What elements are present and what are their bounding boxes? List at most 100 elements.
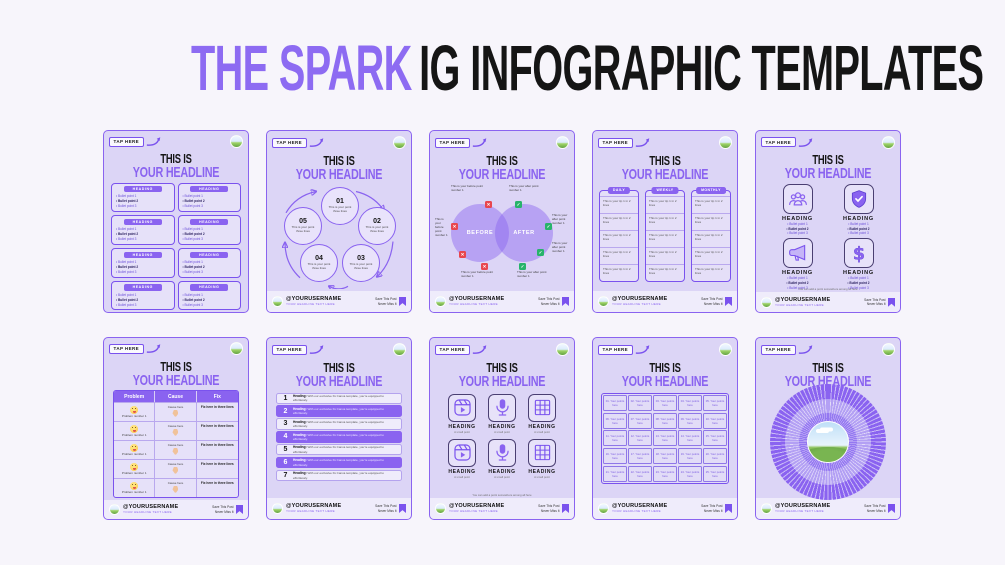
username-label[interactable]: @YOURUSERNAME: [449, 503, 505, 510]
point-cell[interactable]: 15. Your points here: [703, 430, 727, 447]
tap-here-label[interactable]: TAP HERE: [435, 137, 470, 148]
table-row[interactable]: Problem number 1 Cause here Fix here in …: [114, 421, 238, 441]
list-item[interactable]: 5 Heading: With our exclusive IG Canva t…: [276, 444, 402, 456]
icon-feature[interactable]: HEADING • Bullet point 1 • Bullet point 2…: [833, 183, 884, 236]
username-label[interactable]: @YOURUSERNAME: [449, 296, 505, 303]
template-card-radial[interactable]: TAP HERE THIS IS YOUR HEADLINE @YOURUSER…: [755, 337, 901, 520]
username-label[interactable]: @YOURUSERNAME: [612, 296, 668, 303]
username-label[interactable]: @YOURUSERNAME: [612, 503, 668, 510]
icon-feature[interactable]: HEADING A small point: [485, 438, 519, 479]
icon-feature[interactable]: HEADING A small point: [445, 393, 479, 434]
point-cell[interactable]: 20. Your points here: [703, 447, 727, 464]
table-row[interactable]: Problem number 1 Cause here Fix here in …: [114, 402, 238, 422]
heading-box[interactable]: HEADING • Bullet point 1 • Bullet point 2…: [111, 280, 175, 311]
bookmark-icon[interactable]: [888, 504, 895, 513]
cycle-step[interactable]: 04 This is your point three lines: [300, 243, 338, 282]
username-label[interactable]: @YOURUSERNAME: [775, 503, 831, 510]
bookmark-icon[interactable]: [399, 297, 406, 306]
table-row[interactable]: Problem number 1 Cause here Fix here in …: [114, 478, 238, 498]
template-card-headings-grid[interactable]: TAP HERE THIS IS YOUR HEADLINE HEADING •…: [103, 130, 249, 313]
template-card-tips-columns[interactable]: TAP HERE THIS IS YOUR HEADLINE DAILY This…: [592, 130, 738, 313]
point-cell[interactable]: 23. Your points here: [653, 465, 677, 482]
tap-here-label[interactable]: TAP HERE: [435, 344, 470, 355]
tap-here-label[interactable]: TAP HERE: [761, 137, 796, 147]
icon-feature[interactable]: HEADING A small point: [445, 438, 479, 479]
username-label[interactable]: @YOURUSERNAME: [123, 504, 179, 511]
tap-here-label[interactable]: TAP HERE: [598, 137, 633, 148]
template-card-cycle[interactable]: TAP HERE THIS IS YOUR HEADLINE 01 This i…: [266, 130, 412, 313]
list-item[interactable]: 6 Heading: With our exclusive IG Canva t…: [276, 457, 402, 469]
point-cell[interactable]: 18. Your points here: [653, 447, 677, 464]
point-cell[interactable]: 04. Your points here: [678, 394, 702, 411]
heading-box[interactable]: HEADING • Bullet point 1 • Bullet point 2…: [177, 182, 241, 213]
tap-here-label[interactable]: TAP HERE: [109, 136, 144, 147]
point-cell[interactable]: 10. Your points here: [703, 412, 727, 429]
tap-here-label[interactable]: TAP HERE: [272, 137, 307, 148]
tap-here-label[interactable]: TAP HERE: [761, 344, 796, 355]
point-cell[interactable]: 03. Your points here: [653, 394, 677, 411]
point-cell[interactable]: 19. Your points here: [678, 447, 702, 464]
point-cell[interactable]: 14. Your points here: [678, 430, 702, 447]
radial-sunburst[interactable]: [770, 383, 886, 500]
tips-column[interactable]: WEEKLY This is your tip 1 in 2 lines This …: [645, 186, 685, 282]
heading-box[interactable]: HEADING • Bullet point 1 • Bullet point 2…: [111, 248, 175, 278]
cycle-step[interactable]: 02 This is your point three lines: [358, 206, 396, 245]
heading-box[interactable]: HEADING • Bullet point 1 • Bullet point 2…: [177, 280, 241, 311]
bookmark-icon[interactable]: [562, 297, 569, 306]
point-cell[interactable]: 13. Your points here: [653, 430, 677, 447]
icon-feature[interactable]: HEADING A small point: [485, 393, 519, 434]
icon-feature[interactable]: HEADING • Bullet point 1 • Bullet point 2…: [772, 237, 823, 290]
bookmark-icon[interactable]: [236, 505, 243, 515]
heading-box[interactable]: HEADING • Bullet point 1 • Bullet point 2…: [111, 215, 175, 246]
cycle-step[interactable]: 05 This is your point three lines: [284, 206, 322, 245]
list-item[interactable]: 2 Heading: With our exclusive IG Canva t…: [276, 405, 402, 417]
table-row[interactable]: Problem number 1 Cause here Fix here in …: [114, 440, 238, 460]
point-cell[interactable]: 09. Your points here: [678, 412, 702, 429]
cycle-step[interactable]: 01 This is your point three lines: [321, 186, 359, 225]
list-item[interactable]: 1 Heading: With our exclusive IG Canva t…: [276, 392, 402, 404]
heading-box[interactable]: HEADING • Bullet point 1 • Bullet point 2…: [177, 215, 241, 246]
point-cell[interactable]: 02. Your points here: [628, 394, 652, 411]
username-label[interactable]: @YOURUSERNAME: [286, 296, 342, 303]
icon-feature[interactable]: HEADING • Bullet point 1 • Bullet point 2…: [772, 183, 823, 236]
template-card-venn[interactable]: TAP HERE THIS IS YOUR HEADLINE BEFORE AF…: [429, 130, 575, 313]
template-card-numbered-list[interactable]: TAP HERE THIS IS YOUR HEADLINE 1 Heading…: [266, 337, 412, 520]
point-cell[interactable]: 07. Your points here: [628, 412, 652, 429]
bookmark-icon[interactable]: [399, 504, 406, 513]
bookmark-icon[interactable]: [888, 297, 895, 307]
tips-column[interactable]: MONTHLY This is your tip 1 in 2 lines This…: [691, 186, 731, 282]
bookmark-icon[interactable]: [725, 297, 732, 306]
template-card-icon-quad[interactable]: TAP HERE THIS IS YOUR HEADLINE HEADING •…: [755, 130, 901, 313]
bookmark-icon[interactable]: [725, 504, 732, 513]
list-item[interactable]: 4 Heading: With our exclusive IG Canva t…: [276, 431, 402, 443]
tap-here-label[interactable]: TAP HERE: [109, 343, 144, 354]
point-cell[interactable]: 24. Your points here: [678, 465, 702, 482]
template-card-icon-six[interactable]: TAP HERE THIS IS YOUR HEADLINE HEADING A…: [429, 337, 575, 520]
point-cell[interactable]: 16. Your points here: [603, 447, 627, 464]
tips-column[interactable]: DAILY This is your tip 1 in 2 lines This i…: [599, 186, 639, 282]
icon-feature[interactable]: $ HEADING • Bullet point 1 • Bullet point…: [833, 237, 884, 290]
point-cell[interactable]: 11. Your points here: [603, 430, 627, 447]
point-cell[interactable]: 17. Your points here: [628, 447, 652, 464]
point-cell[interactable]: 22. Your points here: [628, 465, 652, 482]
username-label[interactable]: @YOURUSERNAME: [775, 296, 831, 303]
point-cell[interactable]: 12. Your points here: [628, 430, 652, 447]
point-cell[interactable]: 21. Your points here: [603, 465, 627, 482]
table-row[interactable]: Problem number 1 Cause here Fix here in …: [114, 459, 238, 479]
heading-box[interactable]: HEADING • Bullet point 1 • Bullet point 2…: [177, 248, 241, 278]
point-cell[interactable]: 25. Your points here: [703, 465, 727, 482]
tap-here-label[interactable]: TAP HERE: [272, 344, 307, 355]
point-cell[interactable]: 05. Your points here: [703, 394, 727, 411]
point-cell[interactable]: 08. Your points here: [653, 412, 677, 429]
template-card-points-grid[interactable]: TAP HERE THIS IS YOUR HEADLINE 01. Your …: [592, 337, 738, 520]
icon-feature[interactable]: HEADING A small point: [525, 393, 559, 434]
heading-box[interactable]: HEADING • Bullet point 1 • Bullet point 2…: [111, 182, 175, 213]
icon-feature[interactable]: HEADING A small point: [525, 438, 559, 479]
list-item[interactable]: 7 Heading: With our exclusive IG Canva t…: [276, 469, 402, 482]
tap-here-label[interactable]: TAP HERE: [598, 344, 633, 355]
point-cell[interactable]: 06. Your points here: [603, 412, 627, 429]
username-label[interactable]: @YOURUSERNAME: [286, 503, 342, 510]
template-card-problem-cause-fix[interactable]: TAP HERE THIS IS YOUR HEADLINE Problem Ca…: [103, 337, 249, 520]
list-item[interactable]: 3 Heading: With our exclusive IG Canva t…: [276, 418, 402, 430]
point-cell[interactable]: 01. Your points here: [603, 394, 627, 411]
